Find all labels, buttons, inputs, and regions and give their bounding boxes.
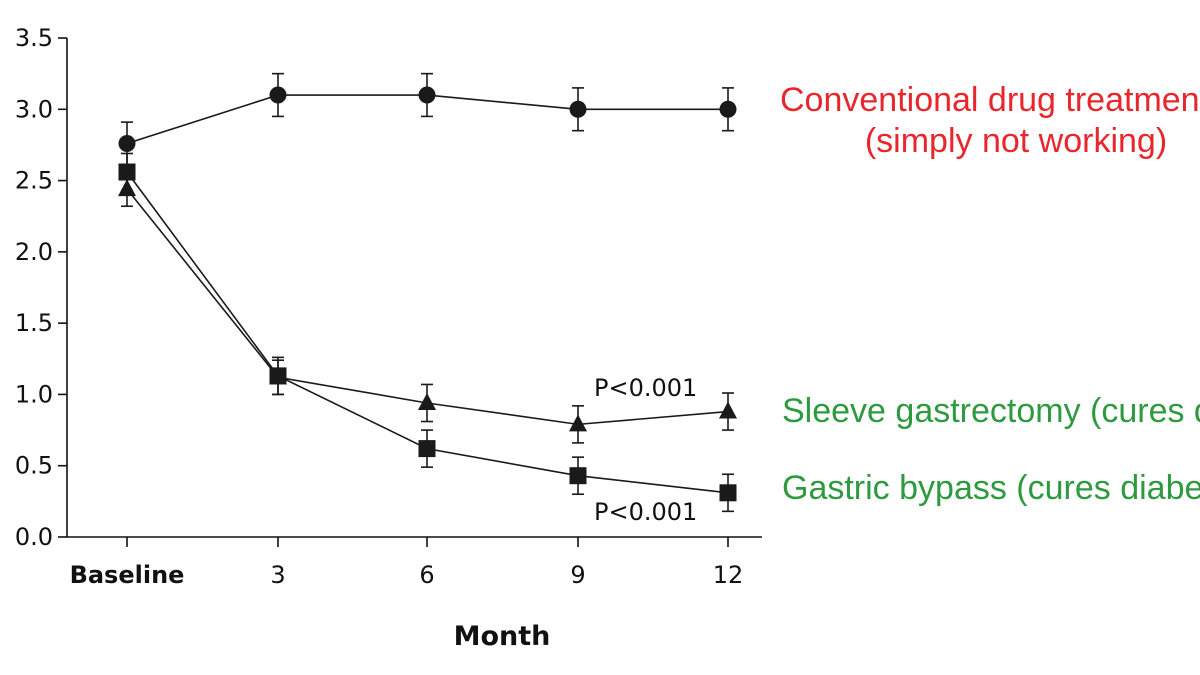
series-square [118,152,737,513]
data-point-square [269,367,287,385]
data-point-triangle [418,392,436,410]
data-point-triangle [719,401,737,419]
y-tick-label: 3.5 [15,24,53,52]
y-tick-label: 1.5 [15,309,53,337]
data-point-square [719,484,737,502]
y-tick-label: 3.0 [15,95,53,123]
pvalue-label-bypass: P<0.001 [594,498,697,526]
y-tick-label: 2.0 [15,238,53,266]
data-point-circle [569,100,587,118]
y-tick-label: 0.5 [15,452,53,480]
data-point-circle [719,100,737,118]
annotation-gastric-bypass: Gastric bypass (cures diabetes) [782,469,1200,507]
y-tick-label: 1.0 [15,380,53,408]
x-axis-title: Month [454,621,551,652]
data-point-circle [418,86,436,104]
axes: 0.0 0.5 1.0 1.5 2.0 2.5 3.0 3.5 Baseline 3 6 9 12 [15,24,762,589]
data-point-square [118,163,136,181]
pvalue-label-sleeve: P<0.001 [594,374,697,402]
y-tick-label: 2.5 [15,167,53,195]
annotation-sleeve-gastrectomy: Sleeve gastrectomy (cures diabetes) [782,392,1200,430]
data-point-square [418,440,436,458]
data-point-circle [118,135,136,153]
annotation-conventional-title: Conventional drug treatment [780,81,1200,119]
series-triangle [118,171,737,444]
x-tick-label: 3 [270,561,285,589]
series-circle [118,72,737,166]
data-point-square [569,467,587,485]
annotation-conventional-subtitle: (simply not working) [865,122,1167,160]
data-point-circle [269,86,287,104]
y-tick-label: 0.0 [15,523,53,551]
x-tick-label: 6 [419,561,434,589]
x-tick-label: 12 [713,561,744,589]
data-point-triangle [569,414,587,432]
series-group [118,72,737,513]
x-tick-label: 9 [570,561,585,589]
x-tick-label: Baseline [70,561,185,589]
